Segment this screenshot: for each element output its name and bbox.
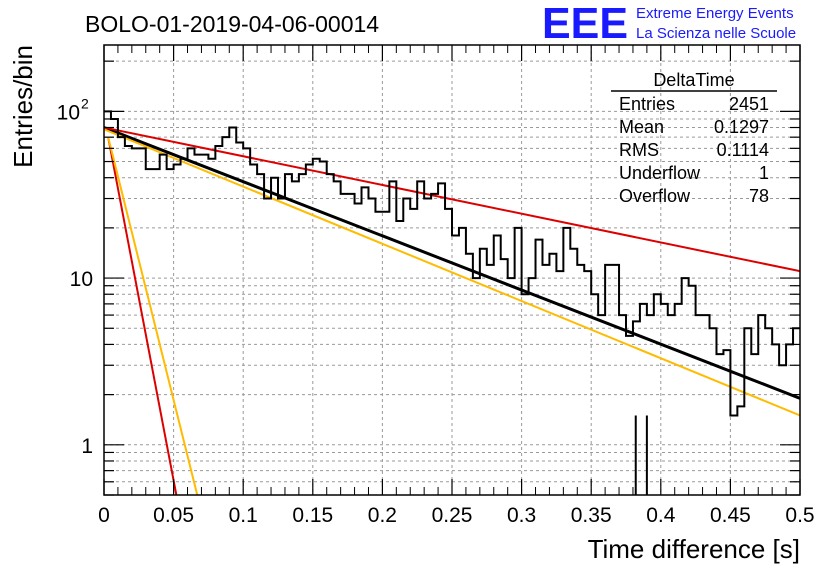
fit-curves [104, 126, 800, 495]
y-tick-label: 1 [81, 435, 93, 458]
stats-box: DeltaTime Entries 2451 Mean 0.1297 RMS 0… [611, 70, 777, 206]
x-tick-label: 0.15 [292, 504, 333, 527]
histogram-outline [104, 110, 800, 417]
fit-curve-2 [104, 128, 800, 417]
stats-label-rms: RMS [619, 140, 659, 160]
stats-title: DeltaTime [653, 70, 734, 90]
fit-curve-3 [107, 136, 178, 495]
stats-label-underflow: Underflow [619, 163, 701, 183]
x-axis-title: Time difference [s] [588, 534, 800, 564]
logo-line-2: La Scienza nelle Scuole [636, 25, 796, 42]
x-tick-label: 0.25 [432, 504, 473, 527]
y-tick-label: 10 [57, 101, 80, 124]
x-tick-label: 0.4 [646, 504, 676, 527]
stats-value-entries: 2451 [729, 94, 769, 114]
fit-curve-4 [107, 136, 199, 495]
x-tick-label: 0.1 [229, 504, 258, 527]
x-tick-label: 0 [98, 504, 110, 527]
x-tick-label: 0.45 [710, 504, 751, 527]
x-tick-label: 0.05 [153, 504, 194, 527]
y-tick-label: 10 [70, 268, 93, 291]
run-title: BOLO-01-2019-04-06-00014 [85, 11, 379, 37]
fit-curve-0 [104, 126, 800, 400]
x-tick-label: 0.3 [507, 504, 536, 527]
x-axis-ticks: 0 0.05 0.1 0.15 0.2 0.25 0.3 0.35 0.4 0.45 0.5 [98, 45, 815, 527]
stats-label-mean: Mean [619, 117, 664, 137]
y-axis-title: Entries/bin [8, 45, 38, 168]
stats-label-entries: Entries [619, 94, 675, 114]
stats-value-overflow: 78 [749, 186, 769, 206]
stats-label-overflow: Overflow [619, 186, 691, 206]
stats-value-underflow: 1 [759, 163, 769, 183]
logo-line-1: Extreme Energy Events [636, 5, 794, 22]
stats-value-rms: 0.1114 [717, 140, 769, 160]
stats-value-mean: 0.1297 [714, 117, 769, 137]
eee-logo: EEE [542, 0, 628, 48]
x-tick-label: 0.35 [571, 504, 612, 527]
x-tick-label: 0.2 [368, 504, 397, 527]
y-tick-label-exponent: 2 [81, 95, 89, 111]
fit-curve-1 [104, 126, 800, 273]
x-tick-label: 0.5 [785, 504, 814, 527]
